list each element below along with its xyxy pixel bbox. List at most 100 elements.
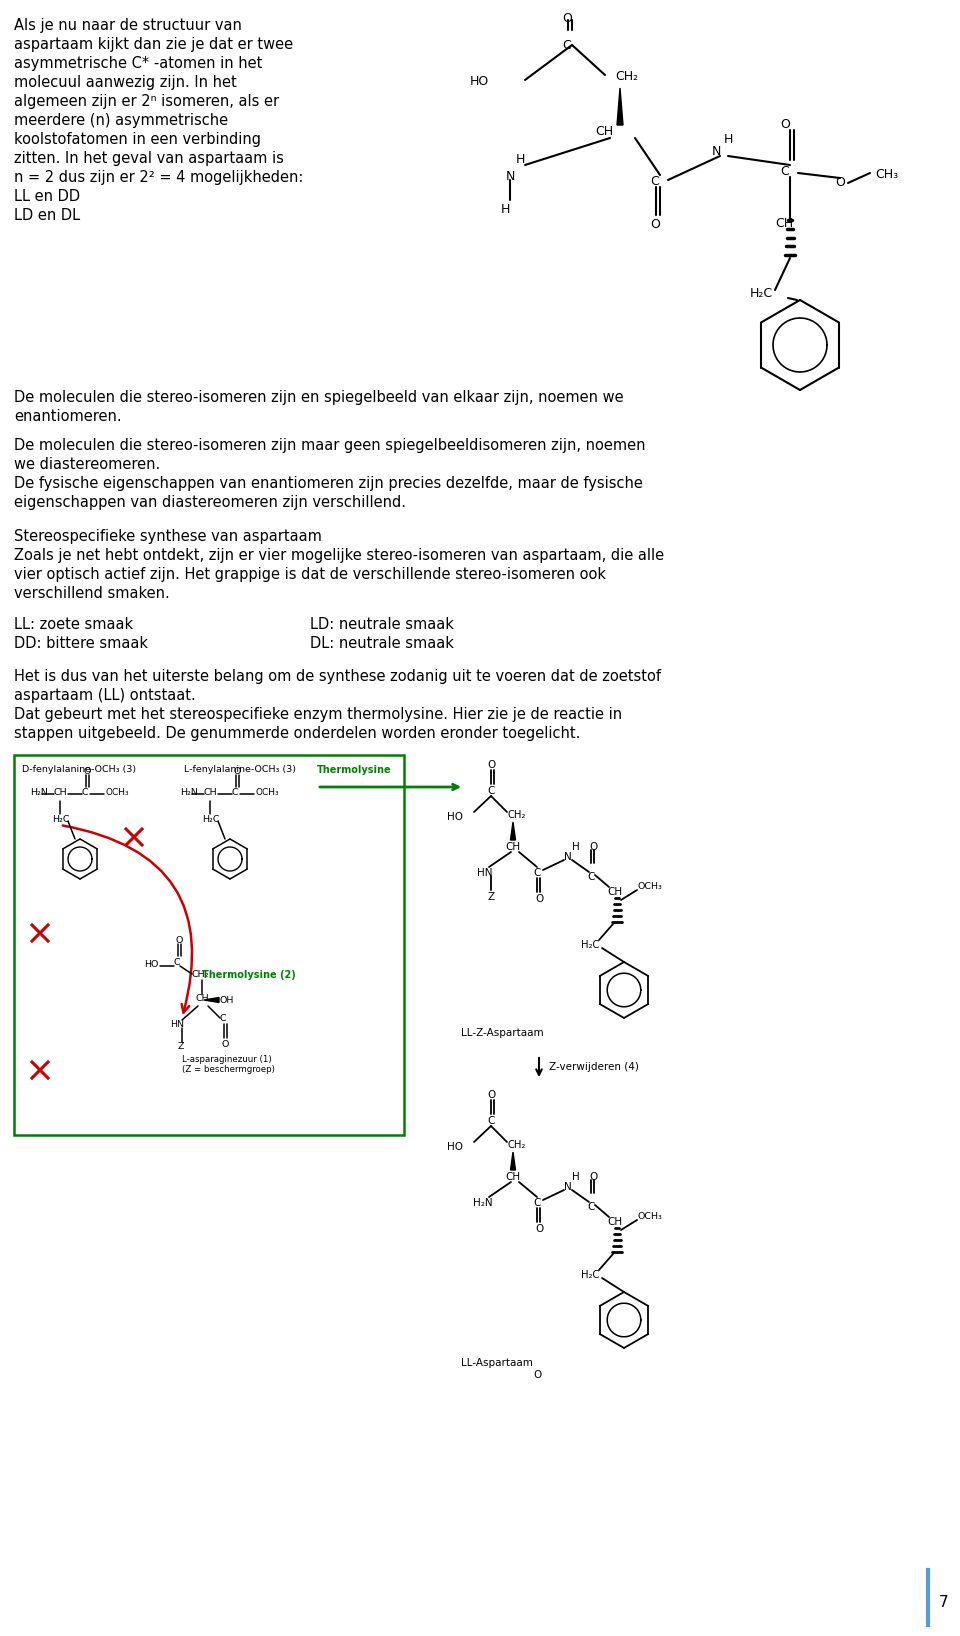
Text: O: O	[650, 218, 660, 231]
Text: vier optisch actief zijn. Het grappige is dat de verschillende stereo-isomeren o: vier optisch actief zijn. Het grappige i…	[14, 568, 606, 582]
Text: LL-Z-Aspartaam: LL-Z-Aspartaam	[461, 1027, 543, 1037]
Text: De fysische eigenschappen van enantiomeren zijn precies dezelfde, maar de fysisc: De fysische eigenschappen van enantiomer…	[14, 476, 643, 491]
Text: enantiomeren.: enantiomeren.	[14, 409, 122, 424]
Text: HO: HO	[144, 960, 158, 969]
Text: H₂N: H₂N	[473, 1198, 492, 1207]
Text: Het is dus van het uiterste belang om de synthese zodanig uit te voeren dat de z: Het is dus van het uiterste belang om de…	[14, 669, 661, 684]
Text: CH: CH	[775, 218, 793, 231]
Text: C: C	[82, 789, 88, 797]
Text: LL en DD: LL en DD	[14, 190, 80, 204]
Polygon shape	[511, 1152, 516, 1170]
Text: CH: CH	[505, 843, 520, 852]
Text: meerdere (n) asymmetrische: meerdere (n) asymmetrische	[14, 113, 228, 128]
Polygon shape	[204, 998, 219, 1003]
Text: C: C	[587, 1202, 594, 1212]
Text: O: O	[487, 761, 495, 771]
Text: N: N	[711, 146, 721, 159]
Text: C: C	[220, 1014, 227, 1022]
Text: OCH₃: OCH₃	[105, 789, 129, 797]
Text: HO: HO	[447, 1142, 463, 1152]
Text: CH₂: CH₂	[507, 1140, 525, 1150]
Text: CH₃: CH₃	[875, 169, 899, 182]
Text: O: O	[589, 843, 597, 852]
Text: aspartaam kijkt dan zie je dat er twee: aspartaam kijkt dan zie je dat er twee	[14, 38, 293, 52]
Text: CH₂: CH₂	[615, 70, 638, 83]
Text: LL: zoete smaak: LL: zoete smaak	[14, 617, 133, 631]
Text: O: O	[175, 936, 182, 946]
Text: H₂C: H₂C	[581, 1270, 599, 1279]
Text: H₂N: H₂N	[180, 789, 198, 797]
Text: OCH₃: OCH₃	[637, 1212, 661, 1220]
Text: CH: CH	[54, 789, 67, 797]
Text: koolstofatomen in een verbinding: koolstofatomen in een verbinding	[14, 133, 261, 147]
Text: C: C	[533, 869, 540, 879]
Text: Z: Z	[178, 1042, 184, 1050]
Text: CH: CH	[607, 1217, 622, 1227]
Text: H₂C: H₂C	[52, 815, 69, 825]
Text: C: C	[651, 175, 660, 188]
Text: H₂C: H₂C	[750, 286, 773, 299]
Text: 7: 7	[939, 1595, 948, 1610]
Text: Stereospecifieke synthese van aspartaam: Stereospecifieke synthese van aspartaam	[14, 528, 322, 545]
Text: CH₂: CH₂	[192, 970, 209, 978]
Text: DD: bittere smaak: DD: bittere smaak	[14, 636, 148, 651]
Text: HN: HN	[170, 1019, 184, 1029]
Text: algemeen zijn er 2ⁿ isomeren, als er: algemeen zijn er 2ⁿ isomeren, als er	[14, 93, 279, 110]
Text: stappen uitgebeeld. De genummerde onderdelen worden eronder toegelicht.: stappen uitgebeeld. De genummerde onderd…	[14, 726, 581, 741]
Text: Als je nu naar de structuur van: Als je nu naar de structuur van	[14, 18, 242, 33]
Polygon shape	[511, 821, 516, 839]
Text: Z: Z	[487, 892, 494, 901]
Text: H: H	[723, 133, 732, 146]
Text: De moleculen die stereo-isomeren zijn en spiegelbeeld van elkaar zijn, noemen we: De moleculen die stereo-isomeren zijn en…	[14, 389, 624, 406]
Text: aspartaam (LL) ontstaat.: aspartaam (LL) ontstaat.	[14, 689, 196, 703]
Text: N: N	[564, 852, 572, 862]
Text: Z-verwijderen (4): Z-verwijderen (4)	[549, 1062, 638, 1072]
Text: Zoals je net hebt ontdekt, zijn er vier mogelijke stereo-isomeren van aspartaam,: Zoals je net hebt ontdekt, zijn er vier …	[14, 548, 664, 563]
Text: DL: neutrale smaak: DL: neutrale smaak	[310, 636, 454, 651]
Text: OH: OH	[220, 996, 234, 1005]
Text: C: C	[174, 959, 180, 967]
Text: De moleculen die stereo-isomeren zijn maar geen spiegelbeeldisomeren zijn, noeme: De moleculen die stereo-isomeren zijn ma…	[14, 438, 645, 453]
Text: O: O	[562, 11, 572, 25]
Text: asymmetrische C* -atomen in het: asymmetrische C* -atomen in het	[14, 56, 262, 70]
Text: Thermolysine (2): Thermolysine (2)	[202, 970, 296, 980]
Text: LL-Aspartaam: LL-Aspartaam	[461, 1358, 533, 1368]
Text: n = 2 dus zijn er 2² = 4 mogelijkheden:: n = 2 dus zijn er 2² = 4 mogelijkheden:	[14, 170, 303, 185]
Text: O: O	[487, 1090, 495, 1099]
Text: O: O	[222, 1040, 229, 1049]
Text: N: N	[564, 1181, 572, 1193]
Text: H: H	[572, 843, 580, 852]
Text: C: C	[587, 872, 594, 882]
Text: HN: HN	[477, 869, 492, 879]
Text: CH: CH	[595, 124, 613, 137]
Text: verschillend smaken.: verschillend smaken.	[14, 586, 170, 600]
FancyArrowPatch shape	[62, 826, 192, 1013]
Text: CH: CH	[607, 887, 622, 897]
Text: HO: HO	[447, 811, 463, 821]
Text: H: H	[516, 154, 525, 165]
Text: (Z = beschermgroep): (Z = beschermgroep)	[182, 1065, 275, 1073]
Text: D-fenylalanine-OCH₃ (3): D-fenylalanine-OCH₃ (3)	[22, 766, 136, 774]
Text: O: O	[233, 767, 240, 775]
Text: H₂N: H₂N	[30, 789, 48, 797]
Text: L-fenylalanine-OCH₃ (3): L-fenylalanine-OCH₃ (3)	[184, 766, 296, 774]
Text: Dat gebeurt met het stereospecifieke enzym thermolysine. Hier zie je de reactie : Dat gebeurt met het stereospecifieke enz…	[14, 707, 622, 721]
Text: LD en DL: LD en DL	[14, 208, 80, 222]
Text: O: O	[533, 1369, 541, 1381]
Text: we diastereomeren.: we diastereomeren.	[14, 456, 160, 473]
Text: O: O	[589, 1171, 597, 1181]
Text: O: O	[835, 177, 845, 190]
Text: C: C	[780, 165, 789, 178]
Text: HO: HO	[470, 75, 490, 88]
Text: CH₂: CH₂	[507, 810, 525, 820]
Text: H: H	[500, 203, 510, 216]
Text: C: C	[533, 1198, 540, 1207]
Text: LD: neutrale smaak: LD: neutrale smaak	[310, 617, 454, 631]
Text: L-asparaginezuur (1): L-asparaginezuur (1)	[182, 1055, 272, 1063]
Text: H: H	[572, 1171, 580, 1181]
Text: H₂C: H₂C	[581, 941, 599, 951]
Polygon shape	[617, 88, 623, 124]
Text: O: O	[535, 893, 543, 905]
Text: O: O	[83, 767, 90, 775]
Text: O: O	[780, 118, 790, 131]
